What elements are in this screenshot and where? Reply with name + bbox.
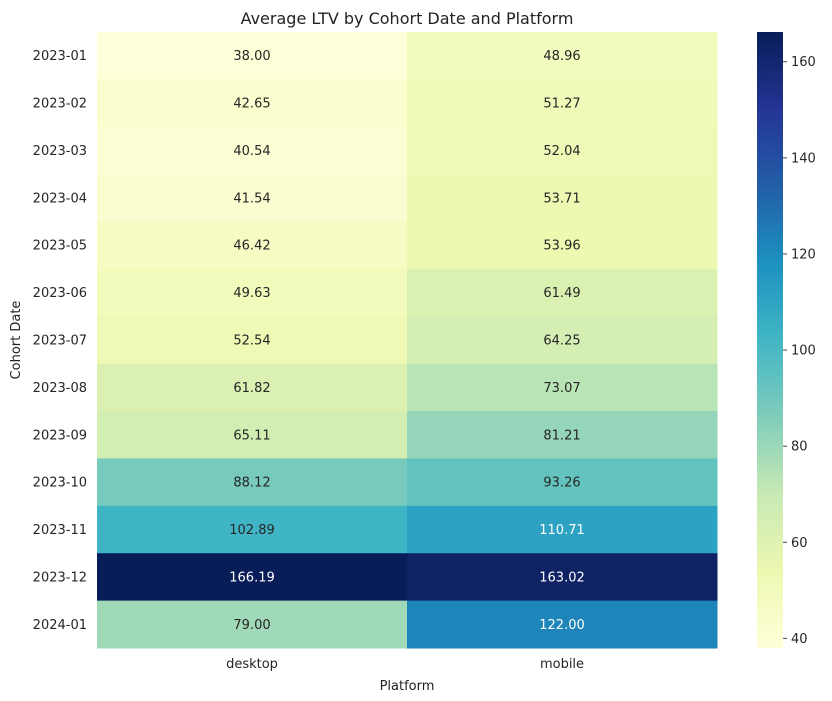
heatmap-cell [97, 126, 408, 175]
x-axis-ticks: desktop mobile [226, 657, 584, 672]
cell-value-label: 102.89 [229, 523, 275, 538]
cell-value-label: 61.82 [233, 381, 270, 396]
heatmap-cell [97, 363, 408, 412]
cell-value-label: 81.21 [543, 428, 580, 443]
cell-value-label: 93.26 [543, 476, 580, 491]
cell-labels: 38.00 48.96 42.65 51.27 40.54 52.04 41.54 53.71… [229, 49, 585, 633]
cell-value-label: 46.42 [233, 239, 270, 254]
heatmap-cell [407, 221, 718, 270]
cell-value-label: 53.96 [543, 239, 580, 254]
heatmap-cell [97, 79, 408, 128]
colorbar-tick-label: 60 [791, 536, 808, 551]
y-tick-label: 2023-08 [33, 381, 87, 396]
y-tick-label: 2023-12 [33, 570, 87, 585]
cell-value-label: 38.00 [233, 49, 270, 64]
cell-value-label: 88.12 [233, 476, 270, 491]
heatmap-cell [97, 268, 408, 317]
colorbar-tick-label: 160 [791, 55, 816, 70]
heatmap-cell [97, 458, 408, 507]
cell-value-label: 42.65 [233, 97, 270, 112]
cell-value-label: 110.71 [539, 523, 585, 538]
heatmap-cell [407, 79, 718, 128]
colorbar-ticks: 40 60 80 100 120 140 160 [783, 55, 816, 647]
cell-value-label: 166.19 [229, 570, 275, 585]
colorbar [757, 32, 783, 648]
colorbar-tick-label: 80 [791, 440, 808, 455]
cell-value-label: 163.02 [539, 570, 585, 585]
cell-value-label: 52.54 [233, 334, 270, 349]
y-tick-label: 2023-11 [33, 523, 87, 538]
heatmap-cell [407, 126, 718, 175]
cell-value-label: 40.54 [233, 144, 270, 159]
y-tick-label: 2023-03 [33, 144, 87, 159]
cell-value-label: 61.49 [543, 286, 580, 301]
heatmap-cell [407, 600, 718, 649]
heatmap-cell [407, 316, 718, 365]
cell-value-label: 64.25 [543, 334, 580, 349]
y-tick-label: 2023-02 [33, 97, 87, 112]
heatmap-cell [407, 505, 718, 554]
heatmap-cell [407, 268, 718, 317]
y-tick-label: 2023-05 [33, 239, 87, 254]
heatmap-cell [97, 505, 408, 554]
cell-value-label: 73.07 [543, 381, 580, 396]
y-tick-label: 2023-09 [33, 428, 87, 443]
y-axis-ticks: 2023-01 2023-02 2023-03 2023-04 2023-05 2023-… [33, 49, 87, 633]
heatmap-cell [97, 553, 408, 602]
cell-value-label: 48.96 [543, 49, 580, 64]
cell-value-label: 49.63 [233, 286, 270, 301]
heatmap-cell [97, 32, 408, 80]
heatmap-cell [407, 458, 718, 507]
colorbar-tick-label: 140 [791, 151, 816, 166]
heatmap-cell [97, 316, 408, 365]
cell-value-label: 79.00 [233, 618, 270, 633]
y-tick-label: 2023-01 [33, 49, 87, 64]
heatmap-cell [97, 174, 408, 223]
cell-value-label: 53.71 [543, 191, 580, 206]
y-tick-label: 2023-10 [33, 476, 87, 491]
heatmap-cell [97, 221, 408, 270]
y-tick-label: 2023-06 [33, 286, 87, 301]
colorbar-tick-label: 40 [791, 632, 808, 647]
x-axis-label: Platform [380, 679, 435, 694]
cell-value-label: 52.04 [543, 144, 580, 159]
cell-value-label: 51.27 [543, 97, 580, 112]
cell-value-label: 41.54 [233, 191, 270, 206]
y-tick-label: 2023-07 [33, 334, 87, 349]
colorbar-tick-label: 100 [791, 344, 816, 359]
heatmap-cells [97, 32, 718, 649]
y-tick-label: 2023-04 [33, 191, 87, 206]
colorbar-tick-label: 120 [791, 247, 816, 262]
heatmap-cell [97, 411, 408, 459]
heatmap-cell [407, 32, 718, 80]
y-tick-label: 2024-01 [33, 618, 87, 633]
chart-title: Average LTV by Cohort Date and Platform [241, 9, 574, 28]
heatmap-cell [97, 600, 408, 649]
y-axis-label: Cohort Date [9, 301, 24, 380]
x-tick-label: mobile [540, 657, 584, 672]
heatmap-cell [407, 363, 718, 412]
cell-value-label: 122.00 [539, 618, 585, 633]
cell-value-label: 65.11 [233, 428, 270, 443]
heatmap-cell [407, 174, 718, 223]
heatmap-cell [407, 411, 718, 459]
x-tick-label: desktop [226, 657, 278, 672]
heatmap-cell [407, 553, 718, 602]
